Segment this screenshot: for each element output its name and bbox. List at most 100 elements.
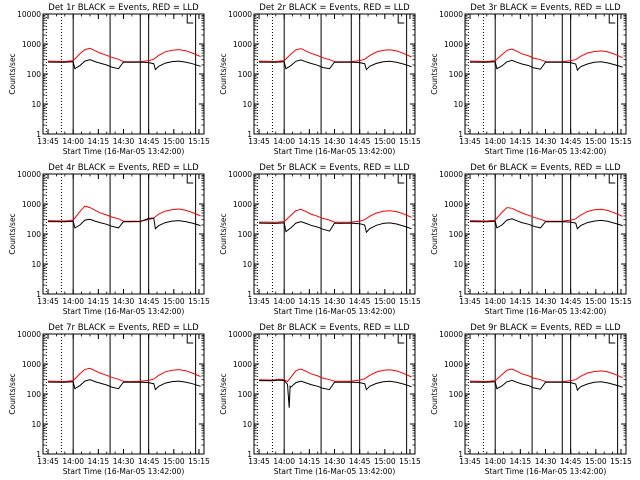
series-line-events (47, 217, 201, 230)
series-line-events (47, 379, 201, 391)
y-tick-label: 1 (36, 130, 41, 139)
x-tick-label: 14:30 (324, 457, 346, 466)
x-tick-label: 15:00 (163, 297, 185, 306)
y-tick-label: 100 (27, 390, 42, 399)
x-axis-label: Start Time (16-Mar-05 13:42:00) (274, 467, 396, 476)
x-tick-label: 14:00 (484, 297, 506, 306)
y-tick-label: 1000 (444, 200, 463, 209)
y-tick-label: 10000 (228, 10, 252, 19)
bracket-marker (186, 174, 194, 184)
x-tick-label: 14:15 (510, 137, 532, 146)
x-axis-label: Start Time (16-Mar-05 13:42:00) (485, 467, 607, 476)
x-tick-label: 14:45 (349, 297, 371, 306)
series-line-lld (258, 48, 412, 63)
x-tick-label: 15:15 (399, 457, 421, 466)
chart-panel-8: Det 8r BLACK = Events, RED = LLD 1 10 100 10… (219, 323, 421, 476)
chart-title: Det 3r BLACK = Events, RED = LLD (470, 3, 621, 13)
x-tick-label: 15:15 (188, 297, 210, 306)
y-tick-label: 1000 (233, 40, 252, 49)
x-tick-label: 14:15 (299, 297, 321, 306)
x-tick-label: 15:00 (585, 137, 607, 146)
series-line-events (469, 379, 623, 392)
y-tick-label: 1000 (22, 200, 41, 209)
x-tick-label: 15:00 (163, 457, 185, 466)
y-tick-label: 10 (242, 260, 252, 269)
x-tick-label: 14:30 (324, 137, 346, 146)
y-tick-label: 1 (247, 290, 252, 299)
y-tick-label: 1 (36, 450, 41, 459)
x-tick-label: 15:15 (610, 137, 632, 146)
chart-panel-2: Det 2r BLACK = Events, RED = LLD 1 10 100 10… (219, 3, 421, 156)
series-line-lld (469, 368, 623, 383)
x-tick-label: 14:30 (113, 137, 135, 146)
y-tick-label: 1000 (22, 40, 41, 49)
y-tick-label: 10 (31, 420, 41, 429)
y-tick-label: 10000 (228, 170, 252, 179)
y-tick-label: 10000 (228, 330, 252, 339)
plot-frame (42, 13, 205, 135)
x-tick-label: 14:00 (273, 457, 295, 466)
y-tick-label: 100 (27, 230, 42, 239)
series-line-events (258, 59, 412, 71)
y-tick-label: 1000 (22, 360, 41, 369)
y-axis-label: Counts/sec (430, 213, 439, 254)
series-line-lld (258, 208, 412, 223)
series-line-lld (469, 48, 623, 63)
y-tick-label: 1000 (444, 40, 463, 49)
x-axis-label: Start Time (16-Mar-05 13:42:00) (274, 307, 396, 316)
chart-panel-1: Det 1r BLACK = Events, RED = LLD 1 10 100 10… (8, 3, 210, 156)
y-tick-label: 1 (247, 130, 252, 139)
x-tick-label: 15:15 (610, 457, 632, 466)
y-tick-label: 10 (242, 100, 252, 109)
x-tick-label: 14:15 (88, 137, 110, 146)
x-tick-label: 14:30 (324, 297, 346, 306)
y-tick-label: 1 (458, 290, 463, 299)
y-axis-label: Counts/sec (8, 373, 17, 414)
x-tick-label: 14:00 (484, 137, 506, 146)
bracket-marker (608, 174, 616, 184)
y-tick-label: 1 (458, 450, 463, 459)
x-tick-label: 15:15 (610, 297, 632, 306)
x-tick-label: 14:30 (113, 457, 135, 466)
y-tick-label: 10 (31, 100, 41, 109)
y-tick-label: 10000 (439, 170, 463, 179)
x-tick-label: 14:45 (560, 457, 582, 466)
x-axis-label: Start Time (16-Mar-05 13:42:00) (485, 307, 607, 316)
series-line-events (258, 379, 412, 408)
y-tick-label: 100 (238, 70, 253, 79)
series-line-lld (47, 205, 201, 222)
x-tick-label: 14:00 (62, 297, 84, 306)
x-tick-label: 14:15 (88, 297, 110, 306)
plot-frame (42, 173, 205, 295)
chart-panel-7: Det 7r BLACK = Events, RED = LLD 1 10 100 10… (8, 323, 210, 476)
plot-frame (464, 173, 627, 295)
x-tick-label: 15:00 (585, 457, 607, 466)
y-axis-label: Counts/sec (219, 373, 228, 414)
x-tick-label: 13:45 (459, 457, 481, 466)
y-tick-label: 100 (449, 230, 464, 239)
y-tick-label: 100 (27, 70, 42, 79)
x-axis-label: Start Time (16-Mar-05 13:42:00) (63, 147, 185, 156)
x-tick-label: 14:45 (138, 457, 160, 466)
series-line-events (469, 218, 623, 230)
x-tick-label: 13:45 (37, 137, 59, 146)
series-line-events (258, 221, 412, 234)
x-tick-label: 15:15 (188, 137, 210, 146)
chart-title: Det 4r BLACK = Events, RED = LLD (48, 163, 199, 173)
x-tick-label: 15:00 (163, 137, 185, 146)
x-tick-label: 14:30 (535, 457, 557, 466)
x-tick-label: 15:15 (399, 137, 421, 146)
x-axis-label: Start Time (16-Mar-05 13:42:00) (274, 147, 396, 156)
x-tick-label: 14:45 (560, 297, 582, 306)
bracket-marker (186, 14, 194, 24)
x-tick-label: 14:00 (273, 137, 295, 146)
y-axis-label: Counts/sec (8, 53, 17, 94)
y-tick-label: 100 (238, 390, 253, 399)
series-line-events (469, 59, 623, 72)
plot-frame (464, 13, 627, 135)
x-tick-label: 14:30 (113, 297, 135, 306)
plot-frame (253, 333, 416, 455)
y-tick-label: 10000 (17, 170, 41, 179)
y-tick-label: 10 (453, 260, 463, 269)
